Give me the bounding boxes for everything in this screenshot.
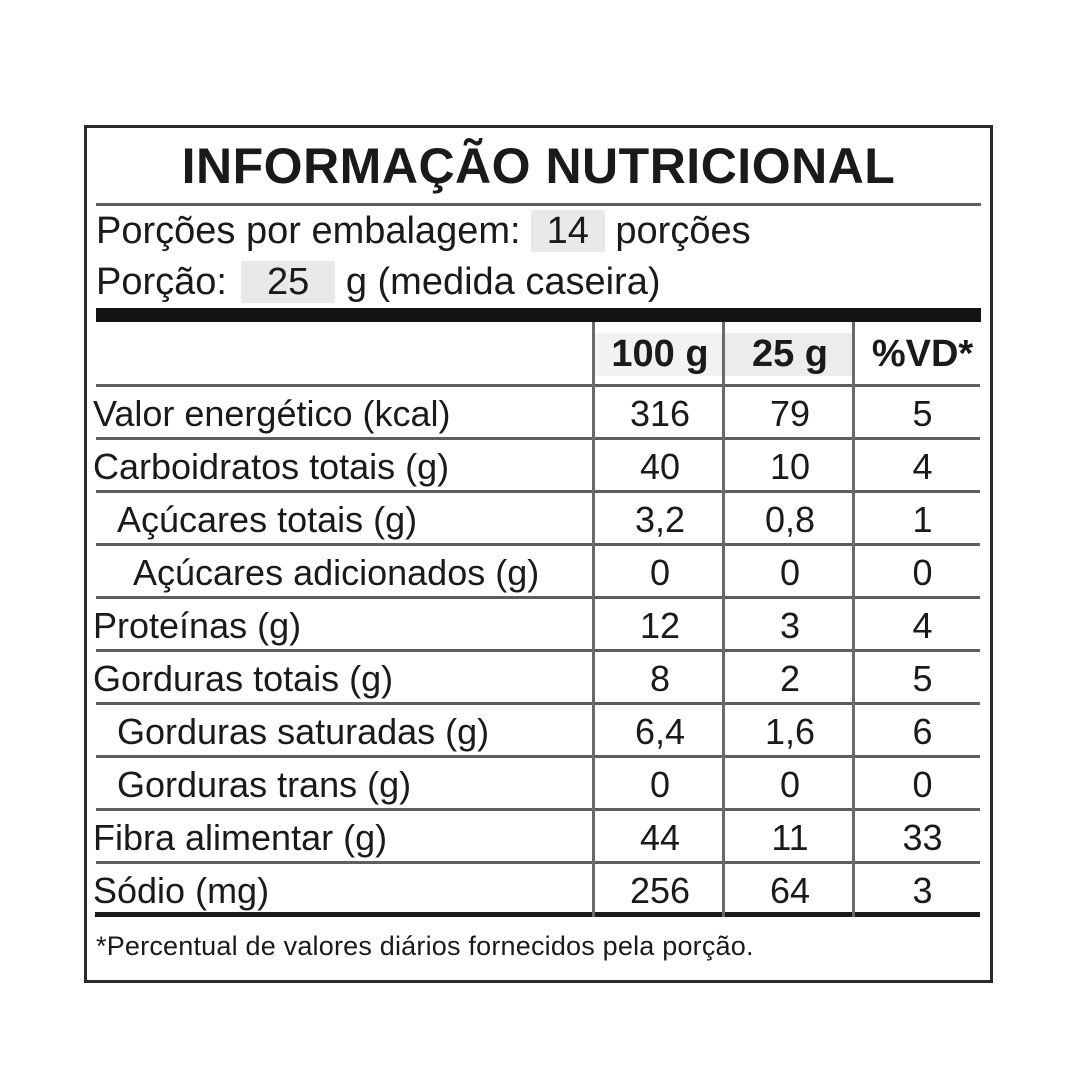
- nutrient-name: Açúcares totais (g): [117, 498, 418, 540]
- header-25g: 25 g: [725, 333, 855, 376]
- nutrient-name: Gorduras totais (g): [93, 657, 394, 699]
- value-per-25g: 2: [779, 657, 801, 699]
- daily-value-footnote: *Percentual de valores diários fornecido…: [96, 931, 754, 961]
- header-vd: %VD*: [871, 333, 974, 375]
- row-gorduras-totais: Gorduras totais (g) 8 2 5: [87, 652, 990, 705]
- nutrient-name: Valor energético (kcal): [93, 392, 451, 434]
- nutrient-name: Sódio (mg): [93, 869, 270, 911]
- value-per-25g: 10: [769, 445, 811, 487]
- portion-value: 25: [240, 261, 336, 303]
- portion-line: Porção: 25 g (medida caseira): [96, 257, 990, 308]
- servings-per-package-line: Porções por embalagem: 14 porções: [96, 206, 990, 257]
- nutrient-name: Açúcares adicionados (g): [133, 551, 540, 593]
- value-per-25g: 0,8: [764, 498, 816, 540]
- serving-info: Porções por embalagem: 14 porções Porção:…: [87, 206, 990, 308]
- value-per-100g: 3,2: [634, 498, 686, 540]
- value-per-100g: 0: [649, 763, 671, 805]
- value-per-100g: 316: [629, 392, 691, 434]
- column-divider-1: [592, 322, 595, 917]
- row-sodio: Sódio (mg) 256 64 3: [87, 864, 990, 917]
- nutrient-name: Gorduras saturadas (g): [117, 710, 490, 752]
- value-per-25g: 0: [779, 763, 801, 805]
- value-vd: 33: [902, 816, 943, 858]
- value-per-25g: 79: [769, 392, 811, 434]
- value-per-25g: 1,6: [764, 710, 816, 752]
- value-vd: 0: [912, 551, 933, 593]
- value-vd: 5: [912, 657, 933, 699]
- table-header-row: 100 g 25 g %VD*: [87, 322, 990, 387]
- value-vd: 4: [912, 445, 933, 487]
- value-vd: 1: [912, 498, 933, 540]
- value-vd: 0: [912, 763, 933, 805]
- column-divider-3: [852, 322, 855, 917]
- value-per-100g: 40: [639, 445, 681, 487]
- value-per-100g: 6,4: [634, 710, 686, 752]
- value-per-100g: 44: [639, 816, 681, 858]
- servings-per-package-value: 14: [530, 210, 605, 252]
- nutrient-name: Carboidratos totais (g): [93, 445, 450, 487]
- value-per-100g: 0: [649, 551, 671, 593]
- nutrition-label: INFORMAÇÃO NUTRICIONAL Porções por embal…: [84, 125, 993, 983]
- nutrient-name: Fibra alimentar (g): [93, 816, 388, 858]
- nutrient-name: Proteínas (g): [93, 604, 302, 646]
- value-per-100g: 256: [629, 869, 691, 911]
- servings-per-package-suffix: porções: [615, 210, 751, 252]
- value-vd: 3: [912, 869, 933, 911]
- value-vd: 5: [912, 392, 933, 434]
- label-title: INFORMAÇÃO NUTRICIONAL: [181, 137, 896, 194]
- row-gorduras-trans: Gorduras trans (g) 0 0 0: [87, 758, 990, 811]
- portion-suffix: g (medida caseira): [345, 261, 661, 303]
- nutrition-table: 100 g 25 g %VD* Valor energético (kcal) …: [87, 322, 990, 917]
- value-per-25g: 11: [771, 816, 809, 858]
- title-divider: [96, 203, 981, 206]
- row-proteinas: Proteínas (g) 12 3 4: [87, 599, 990, 652]
- header-100g: 100 g: [595, 333, 725, 376]
- value-per-25g: 3: [779, 604, 801, 646]
- value-per-25g: 0: [779, 551, 801, 593]
- value-per-25g: 64: [769, 869, 811, 911]
- portion-label: Porção:: [96, 261, 227, 303]
- servings-per-package-label: Porções por embalagem:: [96, 210, 521, 252]
- row-acucares-adicionados: Açúcares adicionados (g) 0 0 0: [87, 546, 990, 599]
- value-vd: 6: [912, 710, 933, 752]
- row-gorduras-saturadas: Gorduras saturadas (g) 6,4 1,6 6: [87, 705, 990, 758]
- column-divider-2: [722, 322, 725, 917]
- nutrient-name: Gorduras trans (g): [117, 763, 412, 805]
- value-vd: 4: [912, 604, 933, 646]
- row-carboidratos-totais: Carboidratos totais (g) 40 10 4: [87, 440, 990, 493]
- header-bar: [96, 308, 981, 322]
- value-per-100g: 12: [639, 604, 681, 646]
- value-per-100g: 8: [649, 657, 671, 699]
- row-fibra-alimentar: Fibra alimentar (g) 44 11 33: [87, 811, 990, 864]
- row-valor-energetico: Valor energético (kcal) 316 79 5: [87, 387, 990, 440]
- row-acucares-totais: Açúcares totais (g) 3,2 0,8 1: [87, 493, 990, 546]
